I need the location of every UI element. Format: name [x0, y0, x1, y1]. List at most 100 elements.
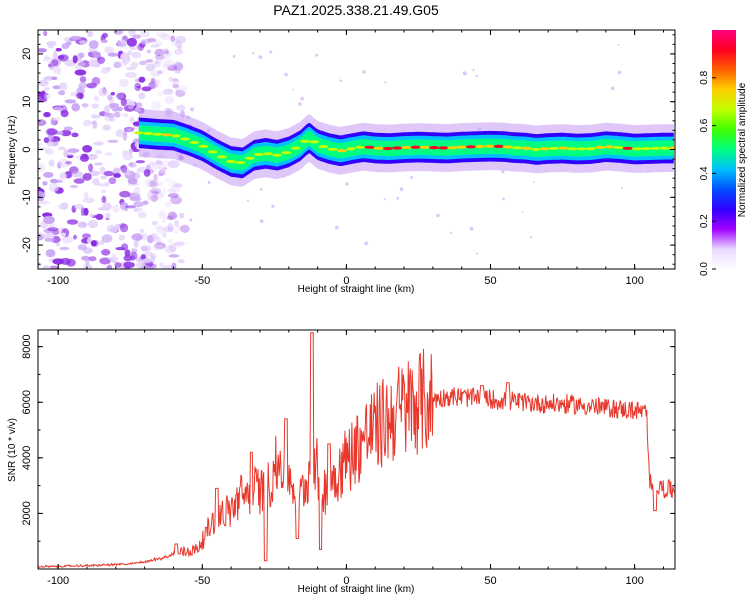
noise-blob	[153, 173, 158, 182]
ridge-core	[567, 147, 578, 151]
noise-blob	[48, 159, 55, 167]
ridge-core	[133, 131, 144, 135]
noise-dot	[364, 241, 369, 246]
noise-blob	[144, 179, 155, 188]
y-tick-label: 8000	[21, 334, 33, 358]
ridge-core	[438, 146, 449, 150]
noise-blob	[157, 173, 164, 177]
noise-blob	[133, 172, 141, 180]
noise-blob	[158, 161, 164, 170]
noise-blob	[165, 51, 173, 57]
noise-blob	[149, 81, 156, 89]
noise-blob	[156, 237, 161, 246]
noise-blob	[122, 113, 129, 118]
noise-blob	[66, 219, 79, 225]
noise-blob	[173, 183, 183, 188]
noise-blob	[127, 177, 138, 185]
x-tick-label: -50	[194, 275, 210, 287]
ridge-core	[539, 147, 550, 151]
ridge-core	[161, 133, 172, 137]
noise-dot	[362, 70, 366, 74]
noise-dot	[259, 219, 264, 224]
snr-y-axis: 2000 4000 6000 8000	[21, 334, 675, 542]
noise-blob	[115, 106, 123, 112]
noise-blob	[136, 102, 143, 108]
noise-blob	[78, 82, 89, 89]
noise-blob	[177, 45, 183, 51]
noise-blob	[178, 225, 186, 231]
noise-dot	[258, 55, 263, 59]
noise-blob	[175, 35, 187, 44]
x-tick-label: 0	[343, 275, 349, 287]
noise-blob	[52, 117, 61, 121]
noise-blob	[103, 170, 115, 177]
noise-dot	[475, 74, 478, 78]
noise-blob	[131, 233, 143, 241]
ridge-core	[493, 144, 504, 148]
noise-blob	[168, 243, 177, 252]
y-tick-label: 2000	[21, 501, 33, 525]
ridge-core	[272, 153, 283, 157]
noise-blob	[130, 255, 135, 261]
noise-blob	[167, 193, 179, 198]
noise-blob	[127, 105, 134, 109]
noise-blob	[87, 220, 99, 229]
noise-blob	[141, 265, 151, 269]
noise-blob	[163, 88, 174, 95]
noise-blob	[100, 39, 108, 43]
noise-blob	[55, 242, 61, 247]
noise-blob	[108, 177, 117, 185]
noise-blob	[46, 40, 57, 47]
noise-blob	[177, 259, 185, 264]
noise-blob	[59, 172, 67, 180]
ridge-core	[207, 150, 218, 154]
noise-blob	[43, 30, 48, 36]
ridge-core	[595, 145, 606, 149]
noise-blob	[120, 164, 128, 174]
noise-dot	[502, 197, 505, 201]
noise-blob	[167, 222, 174, 232]
ridge-core	[373, 146, 384, 150]
ridge-core	[318, 145, 329, 149]
ridge-core	[281, 151, 292, 155]
noise-blob	[150, 70, 161, 77]
noise-blob	[65, 161, 72, 165]
noise-blob	[43, 137, 50, 144]
noise-blob	[101, 195, 107, 203]
noise-blob	[113, 173, 121, 178]
noise-blob	[74, 69, 87, 76]
noise-dot	[410, 176, 414, 179]
noise-blob	[157, 91, 167, 97]
noise-blob	[150, 44, 160, 48]
noise-blob	[74, 204, 84, 210]
noise-blob	[152, 244, 164, 251]
noise-blob	[64, 99, 77, 104]
noise-blob	[154, 48, 165, 57]
noise-blob	[38, 142, 42, 147]
noise-blob	[138, 76, 146, 83]
noise-blob	[140, 30, 150, 37]
noise-blob	[127, 128, 133, 132]
noise-blob	[106, 118, 116, 122]
ridge-core	[512, 146, 522, 150]
ridge-core	[429, 146, 439, 150]
noise-blob	[176, 85, 188, 94]
noise-blob	[43, 111, 51, 118]
noise-blob	[101, 249, 111, 256]
noise-blob	[170, 80, 181, 85]
noise-blob	[154, 242, 166, 250]
noise-blob	[150, 77, 156, 83]
noise-blob	[83, 191, 89, 199]
noise-blob	[175, 242, 184, 248]
noise-blob	[147, 195, 159, 201]
ridge-core	[530, 147, 541, 151]
noise-blob	[73, 178, 85, 184]
noise-blob	[161, 217, 167, 224]
noise-dot	[271, 204, 275, 208]
noise-dot	[259, 188, 263, 191]
noise-blob	[71, 103, 80, 112]
noise-blob	[82, 263, 92, 269]
noise-blob	[102, 124, 111, 131]
noise-blob	[134, 82, 142, 92]
